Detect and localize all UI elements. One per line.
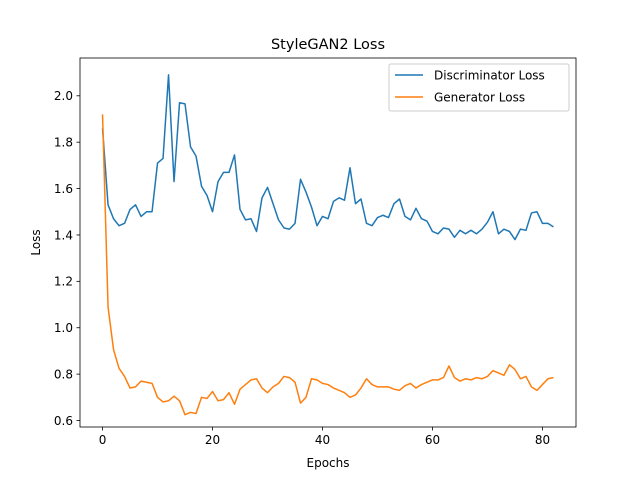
- x-tick-label: 0: [99, 433, 107, 447]
- y-axis-ticks: 0.6 0.8 1.0 1.2 1.4 1.6 1.8 2.0: [54, 89, 80, 428]
- legend-box: [388, 63, 570, 112]
- x-tick-label: 40: [315, 433, 330, 447]
- plot-frame: [79, 57, 577, 428]
- legend-label-generator: Generator Loss: [434, 91, 525, 105]
- y-tick-label: 1.8: [54, 135, 73, 149]
- chart-title: StyleGAN2 Loss: [271, 37, 385, 53]
- series-group: [101, 74, 554, 416]
- legend: Discriminator Loss Generator Loss: [388, 63, 570, 112]
- x-tick-label: 20: [205, 433, 220, 447]
- series-line-generator: [101, 114, 554, 416]
- x-axis-ticks: 0 20 40 60 80: [99, 427, 550, 447]
- x-tick-label: 80: [535, 433, 550, 447]
- y-tick-label: 1.2: [54, 275, 73, 289]
- y-tick-label: 1.0: [54, 321, 73, 335]
- y-tick-label: 2.0: [54, 89, 73, 103]
- y-tick-label: 0.8: [54, 367, 73, 381]
- x-axis-label: Epochs: [307, 456, 350, 470]
- legend-label-discriminator: Discriminator Loss: [434, 69, 545, 83]
- series-line-discriminator: [101, 74, 554, 241]
- y-tick-label: 1.4: [54, 228, 73, 242]
- y-tick-label: 0.6: [54, 414, 73, 428]
- x-tick-label: 60: [425, 433, 440, 447]
- y-axis-label: Loss: [29, 229, 43, 255]
- y-tick-label: 1.6: [54, 182, 73, 196]
